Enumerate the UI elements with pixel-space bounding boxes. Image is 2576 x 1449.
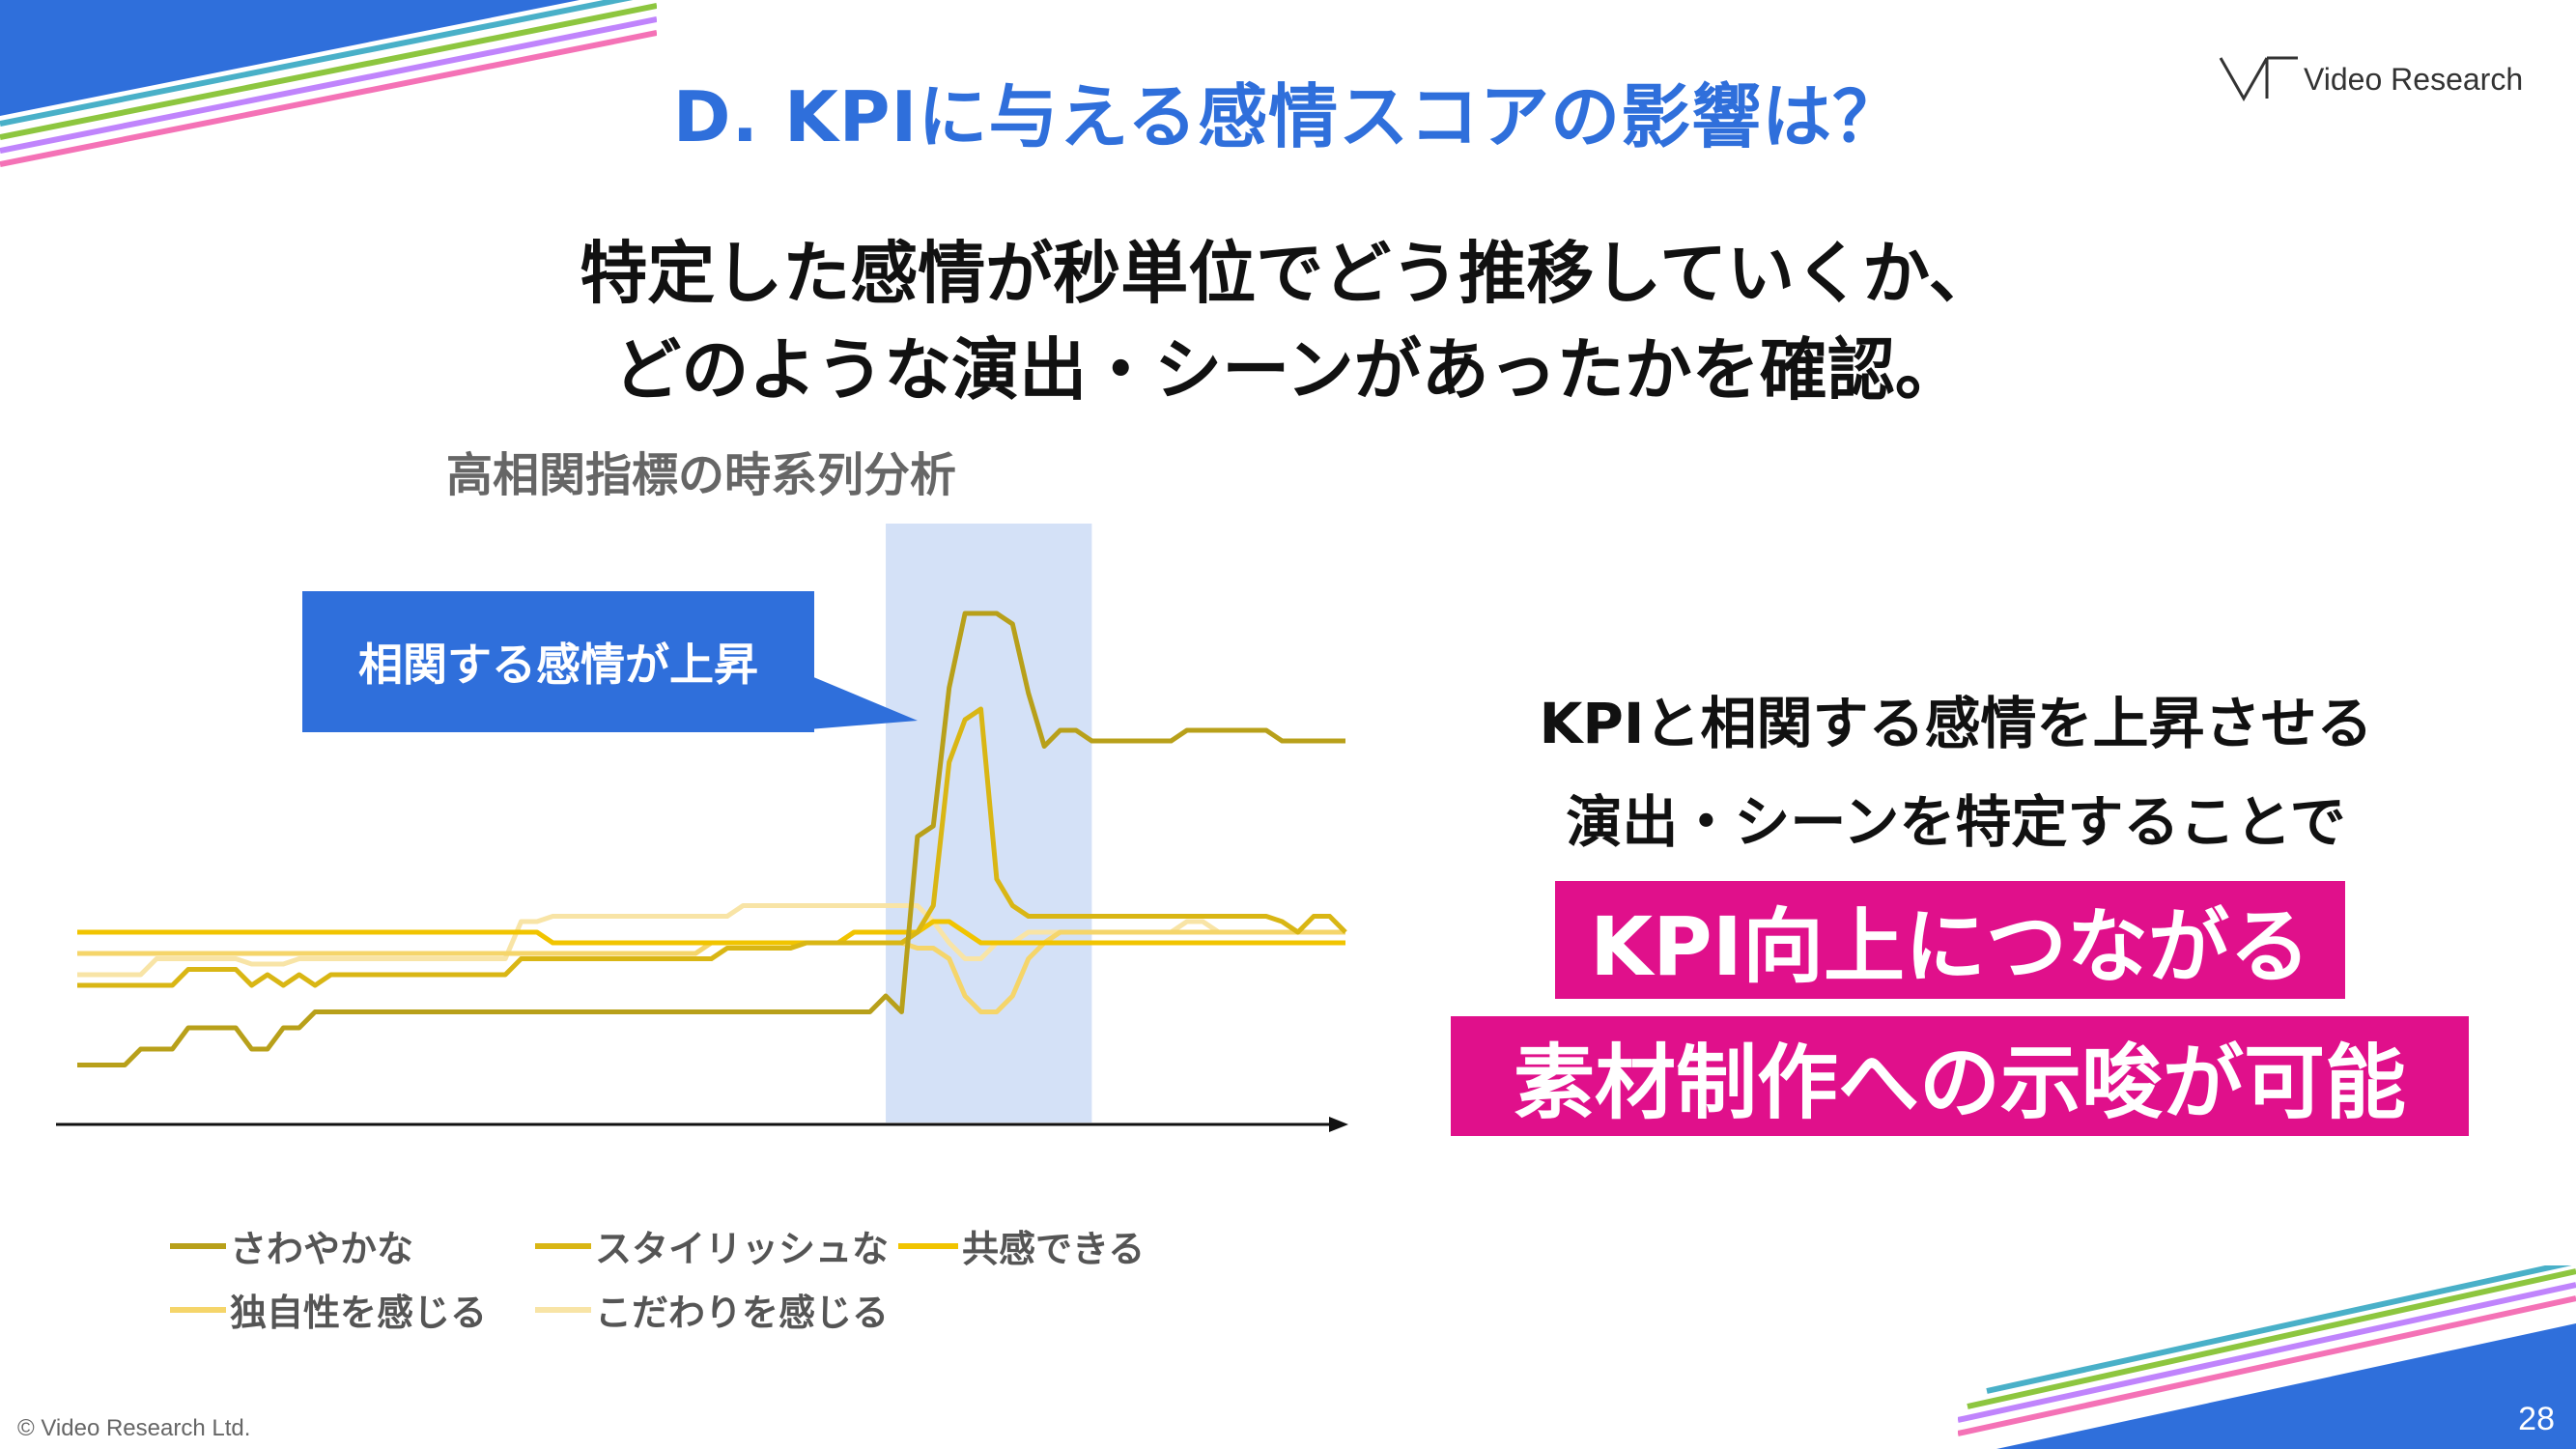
slide-title: D. KPIに与える感情スコアの影響は？ xyxy=(672,76,1904,157)
chart-subtitle: 高相関指標の時系列分析 xyxy=(446,448,957,502)
page-number: 28 xyxy=(2518,1401,2555,1437)
legend-item: スタイリッシュな xyxy=(535,1219,889,1272)
time-series-chart xyxy=(56,524,1348,1132)
message-line-2: 演出・シーンを特定することで xyxy=(1566,789,2346,855)
legend-item: 共感できる xyxy=(898,1219,1145,1272)
legend-swatch xyxy=(170,1306,226,1313)
logo-mark-icon xyxy=(2219,56,2298,102)
decorative-stripes-top-left xyxy=(0,0,657,167)
legend-item: 独自性を感じる xyxy=(170,1283,487,1336)
company-logo: Video Research xyxy=(2215,52,2524,110)
legend-label: 共感できる xyxy=(962,1228,1146,1270)
x-axis-arrow-icon xyxy=(1329,1117,1348,1132)
copyright-notice: © Video Research Ltd. xyxy=(17,1415,251,1441)
legend-item: さわやかな xyxy=(170,1219,413,1272)
headline-line-1: 特定した感情が秒単位でどう推移していくか、 xyxy=(580,234,1996,313)
series-line-3 xyxy=(77,919,1345,946)
series-line-1 xyxy=(77,611,1345,1067)
legend-label: こだわりを感じる xyxy=(595,1292,890,1334)
headline-line-2: どのような演出・シーンがあったかを確認。 xyxy=(613,330,1963,410)
series-line-2 xyxy=(77,706,1347,988)
decorative-stripes-bottom-right xyxy=(1958,1265,2576,1449)
legend-swatch xyxy=(898,1242,958,1249)
legend-swatch xyxy=(535,1306,591,1313)
callout-box: 相関する感情が上昇 xyxy=(302,591,814,732)
highlight-box-2: 素材制作への示唆が可能 xyxy=(1451,1016,2469,1136)
legend-swatch xyxy=(535,1242,591,1249)
legend-swatch xyxy=(170,1242,226,1249)
logo-text: Video Research xyxy=(2304,62,2524,97)
legend-item: こだわりを感じる xyxy=(535,1283,889,1336)
legend-label: スタイリッシュな xyxy=(595,1228,890,1270)
highlight-band xyxy=(886,524,1092,1122)
legend-label: さわやかな xyxy=(230,1228,414,1270)
message-line-1: KPIと相関する感情を上昇させる xyxy=(1539,691,2373,756)
legend-label: 独自性を感じる xyxy=(230,1292,488,1334)
highlight-box-1: KPI向上につながる xyxy=(1555,881,2345,999)
